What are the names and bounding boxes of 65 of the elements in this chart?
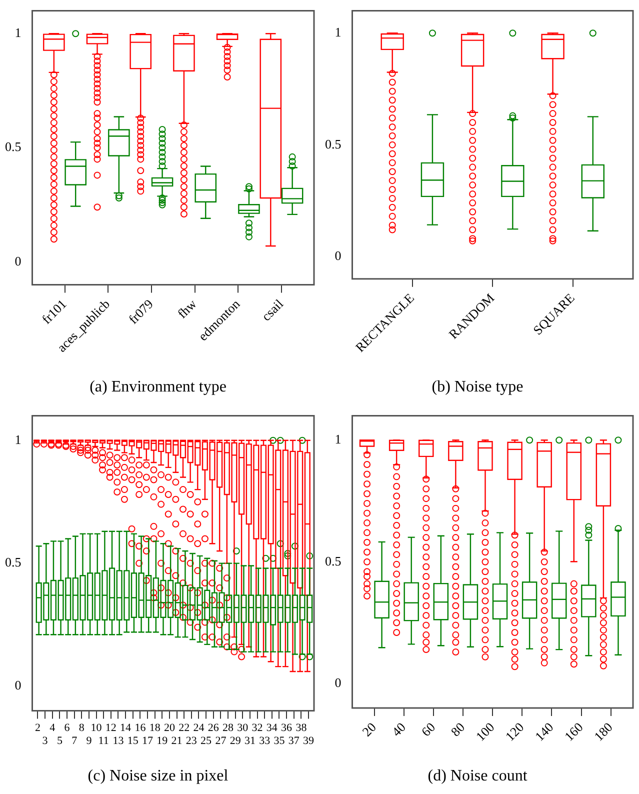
y-tick-label: 1 [334, 432, 342, 447]
x-tick-label: 35 [274, 735, 286, 748]
x-tick-label: 19 [156, 735, 168, 748]
x-tick-label: 9 [86, 735, 92, 748]
y-tick-label: 1 [14, 25, 22, 40]
y-tick-label: 0 [334, 675, 342, 690]
x-tick-label: 33 [259, 735, 271, 748]
y-tick-label: 0.5 [5, 139, 22, 154]
x-tick-label: 32 [252, 722, 263, 734]
x-tick-label: 7 [72, 735, 78, 748]
x-tick-label: 2 [34, 722, 40, 734]
x-tick-label: 80 [448, 719, 468, 740]
y-tick-label: 0 [14, 253, 22, 268]
x-tick-label: 36 [281, 722, 293, 734]
x-tick-label: 140 [532, 719, 556, 744]
x-tick-label: 20 [359, 719, 379, 740]
x-tick-label: 100 [472, 719, 498, 744]
y-tick-label: 0 [334, 248, 342, 263]
x-tick-label: 3 [42, 735, 48, 748]
x-tick-label: 39 [303, 735, 315, 748]
x-tick-label: 26 [208, 722, 220, 734]
x-tick-label: 4 [50, 722, 56, 734]
x-tick-label: fhw [174, 296, 200, 322]
x-tick-label: 160 [561, 719, 586, 744]
text: (b) Noise type [432, 378, 524, 396]
x-tick-label: 20 [164, 722, 176, 734]
x-tick-label: 13 [112, 735, 124, 748]
y-tick-label: 0.5 [325, 136, 342, 152]
y-tick-label: 0.5 [5, 554, 22, 570]
x-tick-label: 31 [244, 735, 256, 748]
x-tick-label: 12 [105, 722, 116, 734]
x-tick-label: 11 [98, 735, 109, 748]
y-tick-label: 0 [14, 678, 22, 693]
x-tick-label: 14 [120, 722, 132, 734]
x-tick-label: 180 [590, 719, 616, 744]
x-tick-label: 25 [200, 735, 212, 748]
x-tick-label: 38 [296, 722, 308, 734]
x-tick-label: csail [258, 296, 286, 324]
x-tick-label: 6 [64, 722, 70, 734]
text: (c) Noise size in pixel [88, 768, 229, 785]
x-tick-label: 37 [288, 735, 300, 748]
x-tick-label: 10 [90, 722, 102, 734]
x-tick-label: 60 [418, 719, 438, 740]
text: (d) Noise count [428, 768, 528, 785]
x-tick-label: 34 [266, 722, 278, 734]
x-tick-label: 40 [388, 719, 409, 740]
x-tick-label: 120 [502, 719, 527, 744]
y-tick-label: 1 [334, 24, 342, 40]
x-tick-label: 21 [171, 735, 182, 748]
x-tick-label: 18 [149, 722, 161, 734]
x-tick-label: 27 [215, 735, 227, 748]
x-tick-label: 29 [230, 735, 242, 748]
x-tick-label: 30 [237, 722, 249, 734]
x-tick-label: 28 [222, 722, 234, 734]
y-tick-label: 1 [14, 432, 22, 447]
x-tick-label: 15 [127, 735, 139, 748]
x-tick-label: 8 [78, 722, 85, 734]
y-tick-label: 0.5 [325, 553, 342, 568]
x-tick-label: 5 [56, 735, 63, 748]
text: (a) Environment type [90, 378, 226, 396]
x-tick-label: 24 [193, 722, 205, 734]
x-tick-label: 17 [142, 735, 154, 748]
x-tick-label: 22 [178, 722, 190, 734]
x-tick-label: 23 [186, 735, 198, 748]
x-tick-label: 16 [134, 722, 146, 734]
